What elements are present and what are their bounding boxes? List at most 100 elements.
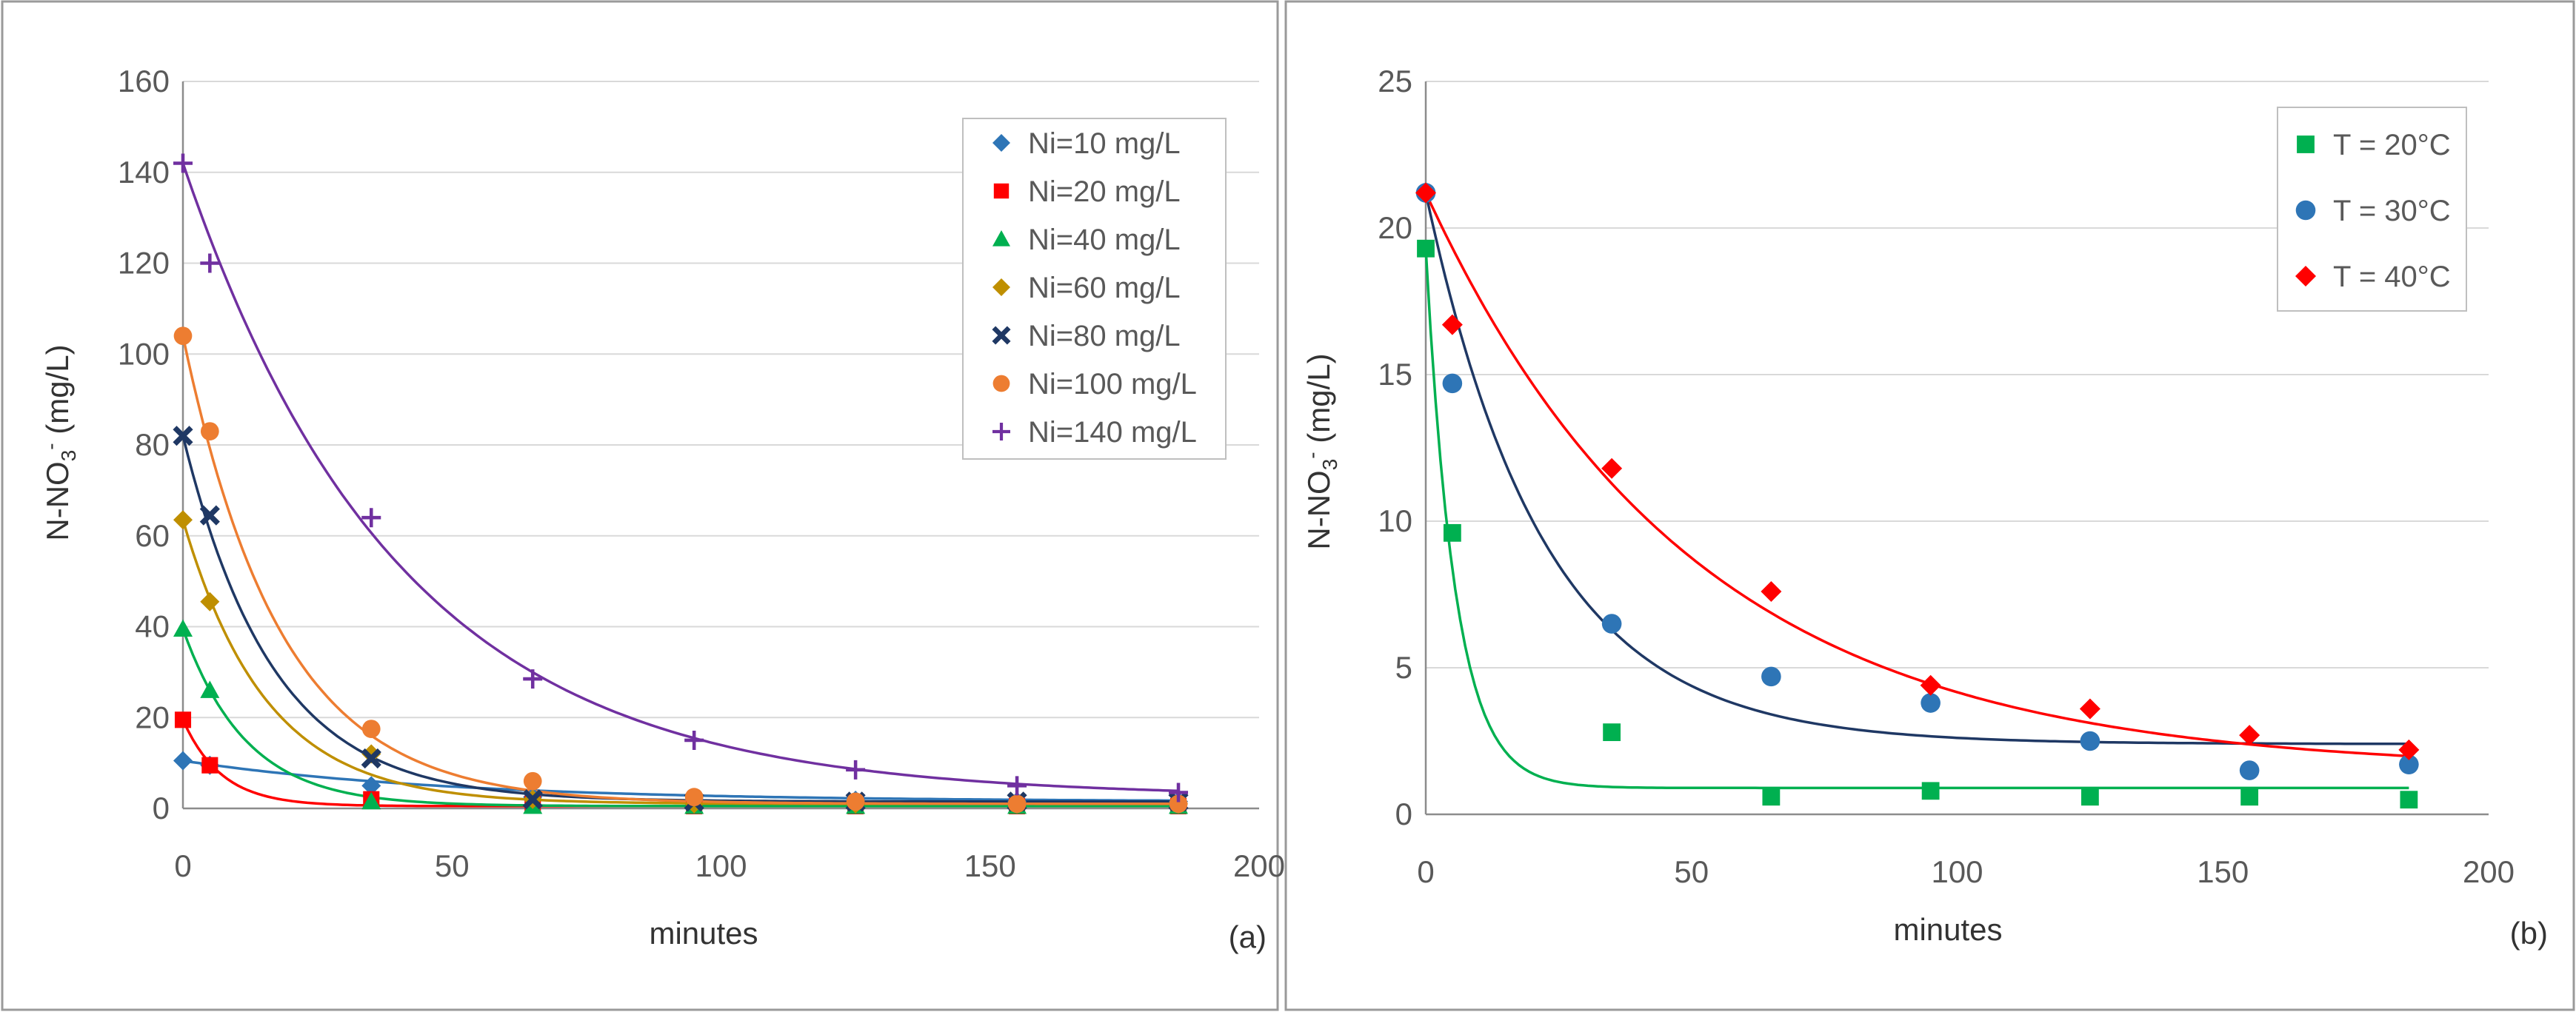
data-point-s5-4: [522, 789, 543, 810]
y-tick-label: 100: [118, 336, 170, 371]
y-tick-label: 0: [1395, 797, 1412, 831]
legend-marker-5: [992, 326, 1011, 345]
panel-a-y-axis-label: N-NO3- (mg/L): [39, 344, 80, 540]
data-point-s6-8: [1169, 794, 1188, 814]
legend-label-5: Ni=80 mg/L: [1028, 320, 1181, 352]
panel-a: 0 20 40 60 80 100 120 140 160 0 50 100 150 200 minute…: [1, 0, 1285, 1011]
legend-label-4: Ni=60 mg/L: [1028, 272, 1181, 304]
legend-label-1: Ni=10 mg/L: [1028, 127, 1181, 160]
x-tick-label: 100: [1931, 854, 1983, 889]
data-point-s6-1: [173, 326, 193, 346]
data-point-s3-1: [1415, 182, 1436, 204]
panel-b-y-label-sub: 3: [1318, 459, 1341, 471]
y-tick-label: 140: [118, 155, 170, 190]
data-point-s1-3: [361, 776, 381, 796]
data-point-s1-3: [1603, 723, 1621, 742]
data-point-s6-2: [200, 422, 219, 440]
x-tick-label: 50: [1674, 854, 1709, 889]
data-point-s1-6: [2081, 788, 2099, 806]
legend-marker-1: [992, 134, 1010, 152]
legend-marker-2: [993, 183, 1010, 199]
legend-marker-6: [992, 375, 1010, 392]
legend-label-2: Ni=20 mg/L: [1028, 175, 1181, 208]
x-tick-label: 200: [2463, 854, 2515, 889]
data-point-s7-8: [1169, 783, 1189, 802]
data-point-s2-3: [1601, 614, 1622, 634]
y-tick-label: 20: [1378, 210, 1412, 245]
y-tick-label: 15: [1378, 357, 1412, 392]
fit-curve-7: [181, 162, 1179, 793]
data-point-s3-2: [1441, 314, 1463, 335]
legend-label-1: T = 20°C: [2333, 129, 2451, 161]
panel-a-y-label-sub: 3: [57, 450, 80, 462]
x-tick-label: 100: [695, 848, 747, 883]
data-point-s6-5: [684, 788, 704, 807]
panel-b-gridlines: [1426, 81, 2489, 668]
data-point-s7-4: [523, 669, 543, 689]
panel-a-tick-labels: 0 20 40 60 80 100 120 140 160 0 50 100 150 200: [118, 64, 1285, 883]
legend-marker-3: [2295, 266, 2316, 286]
data-point-s3-8: [2398, 739, 2420, 760]
data-point-s7-2: [200, 253, 220, 273]
data-point-s5-3: [361, 748, 381, 769]
y-tick-label: 80: [135, 427, 170, 462]
panel-b-y-label-main: N-NO: [1301, 470, 1336, 549]
x-tick-label: 0: [1417, 854, 1434, 889]
data-point-s2-6: [2080, 731, 2100, 751]
y-tick-label: 60: [135, 518, 170, 553]
panel-b-legend: T = 20°C T = 30°C T = 40°C: [2277, 107, 2467, 312]
data-point-s3-7: [2239, 725, 2260, 746]
legend-label-3: Ni=40 mg/L: [1028, 224, 1181, 256]
legend-marker-7: [992, 423, 1010, 440]
y-tick-label: 160: [118, 64, 170, 98]
data-point-s4-2: [200, 592, 220, 611]
data-point-s7-1: [173, 153, 193, 173]
panel-b-data-points: [1415, 182, 2420, 809]
panel-b-tick-labels: 0 5 10 15 20 25 0 50 100 150 200: [1378, 64, 2515, 889]
data-point-s2-2: [201, 757, 218, 774]
data-point-s7-7: [1007, 776, 1027, 796]
fit-curve-3: [1424, 192, 2409, 758]
data-point-s2-5: [1921, 693, 1941, 713]
data-point-s6-4: [523, 771, 542, 791]
data-point-s1-1: [173, 751, 193, 771]
legend-label-3: T = 40°C: [2333, 261, 2451, 293]
y-tick-label: 5: [1395, 650, 1412, 685]
panel-b-y-label-sup: -: [1301, 452, 1324, 458]
data-point-s3-3: [1601, 458, 1623, 479]
legend-marker-2: [2295, 200, 2316, 221]
data-point-s3-6: [2079, 698, 2100, 720]
data-point-s3-2: [200, 680, 220, 698]
legend-marker-1: [2297, 135, 2315, 153]
panel-a-legend-items: Ni=10 mg/L Ni=20 mg/L Ni=40 mg/L Ni=60 mg/L…: [992, 127, 1197, 449]
legend-label-7: Ni=140 mg/L: [1028, 416, 1197, 449]
data-point-s1-4: [1762, 788, 1781, 806]
data-point-s7-5: [684, 730, 704, 750]
data-point-s1-8: [2400, 791, 2418, 809]
panel-a-y-label-sup: -: [39, 443, 62, 449]
data-point-s2-1: [174, 711, 192, 728]
panel-a-label: (a): [1229, 919, 1267, 954]
y-tick-label: 10: [1378, 503, 1412, 538]
data-point-s3-4: [1761, 581, 1782, 603]
panel-b-x-axis-label: minutes: [1893, 912, 2002, 947]
data-point-s1-7: [2240, 788, 2259, 806]
y-tick-label: 40: [135, 609, 170, 644]
data-point-s2-7: [2239, 760, 2260, 780]
data-point-s6-3: [361, 720, 381, 738]
panel-a-legend: Ni=10 mg/L Ni=20 mg/L Ni=40 mg/L Ni=60 mg/L…: [962, 118, 1227, 460]
x-tick-label: 150: [964, 848, 1016, 883]
panel-b-legend-items: T = 20°C T = 30°C T = 40°C: [2295, 129, 2451, 293]
panel-a-data-points: [173, 153, 1189, 814]
data-point-s5-2: [199, 505, 220, 526]
data-point-s7-6: [846, 760, 866, 780]
data-point-s1-1: [1417, 239, 1435, 258]
panel-a-y-label-units: (mg/L): [40, 344, 75, 443]
data-point-s4-1: [173, 510, 193, 530]
data-point-s3-1: [173, 619, 193, 637]
data-point-s3-5: [1920, 674, 1941, 696]
y-tick-label: 20: [135, 700, 170, 734]
legend-marker-4: [992, 278, 1010, 296]
data-point-s3-3: [361, 791, 381, 810]
